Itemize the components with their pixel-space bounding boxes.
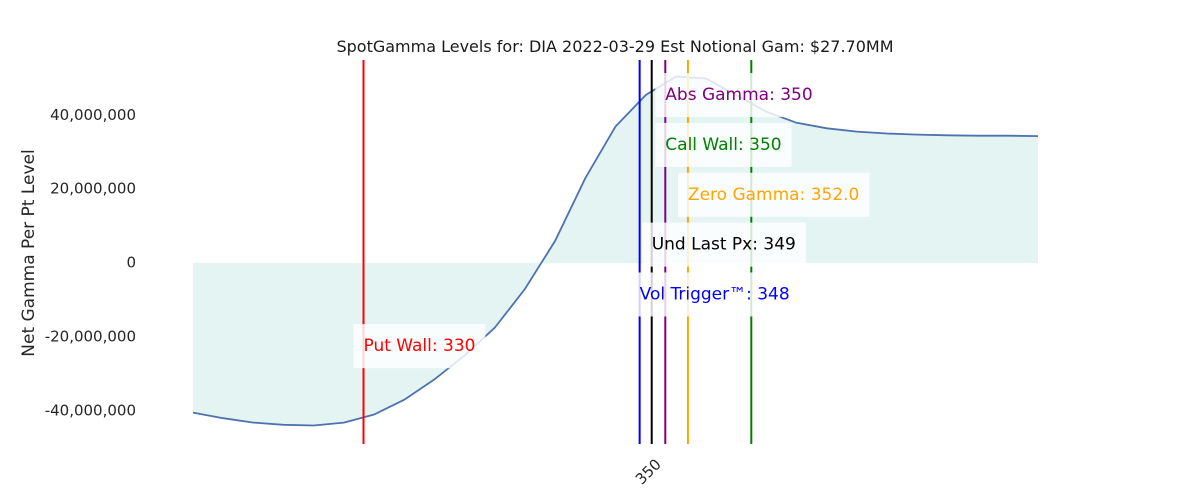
vol-trigger-label-box bbox=[629, 272, 800, 317]
y-tick-label: -40,000,000 bbox=[45, 401, 136, 419]
put-wall-label-box bbox=[353, 324, 486, 369]
und-last-px-label-box bbox=[641, 222, 806, 267]
zero-gamma-label-text: Zero Gamma: 352.0 bbox=[688, 185, 859, 205]
zero-gamma-label: Zero Gamma: 352.0 bbox=[677, 172, 870, 217]
series-line-layer bbox=[192, 75, 1039, 427]
y-axis-label: Net Gamma Per Pt Level bbox=[19, 149, 39, 356]
und-last-px-label-text: Und Last Px: 349 bbox=[652, 235, 796, 255]
call-wall-label: Call Wall: 350 bbox=[655, 122, 792, 167]
abs-gamma-label-box bbox=[655, 73, 823, 118]
y-axis: -40,000,000 -20,000,000 0 20,000,000 40,000,… bbox=[45, 106, 136, 419]
call-wall-label-box bbox=[655, 122, 792, 167]
area-fill bbox=[193, 76, 1038, 426]
y-tick-label: 0 bbox=[126, 254, 136, 272]
put-wall-label: Put Wall: 330 bbox=[353, 324, 486, 369]
net-gamma-line bbox=[192, 75, 1039, 427]
und-last-px-label: Und Last Px: 349 bbox=[641, 222, 806, 267]
call-wall-label-text: Call Wall: 350 bbox=[665, 135, 781, 155]
area-fill-layer bbox=[193, 76, 1038, 426]
level-labels-layer: Put Wall: 330 Vol Trigger™: 348 Und Last P… bbox=[353, 73, 870, 369]
chart-title: SpotGamma Levels for: DIA 2022-03-29 Est… bbox=[336, 37, 893, 56]
y-tick-label: -20,000,000 bbox=[45, 327, 136, 345]
abs-gamma-label-text: Abs Gamma: 350 bbox=[665, 85, 812, 105]
abs-gamma-label: Abs Gamma: 350 bbox=[655, 73, 823, 118]
x-axis: 350 bbox=[632, 455, 665, 488]
zero-gamma-label-box bbox=[677, 172, 870, 217]
vol-trigger-label: Vol Trigger™: 348 bbox=[629, 272, 800, 317]
y-tick-label: 20,000,000 bbox=[50, 180, 136, 198]
put-wall-label-text: Put Wall: 330 bbox=[364, 336, 476, 356]
y-tick-label: 40,000,000 bbox=[50, 106, 136, 124]
x-tick-label: 350 bbox=[632, 455, 665, 488]
vol-trigger-label-text: Vol Trigger™: 348 bbox=[640, 284, 790, 304]
